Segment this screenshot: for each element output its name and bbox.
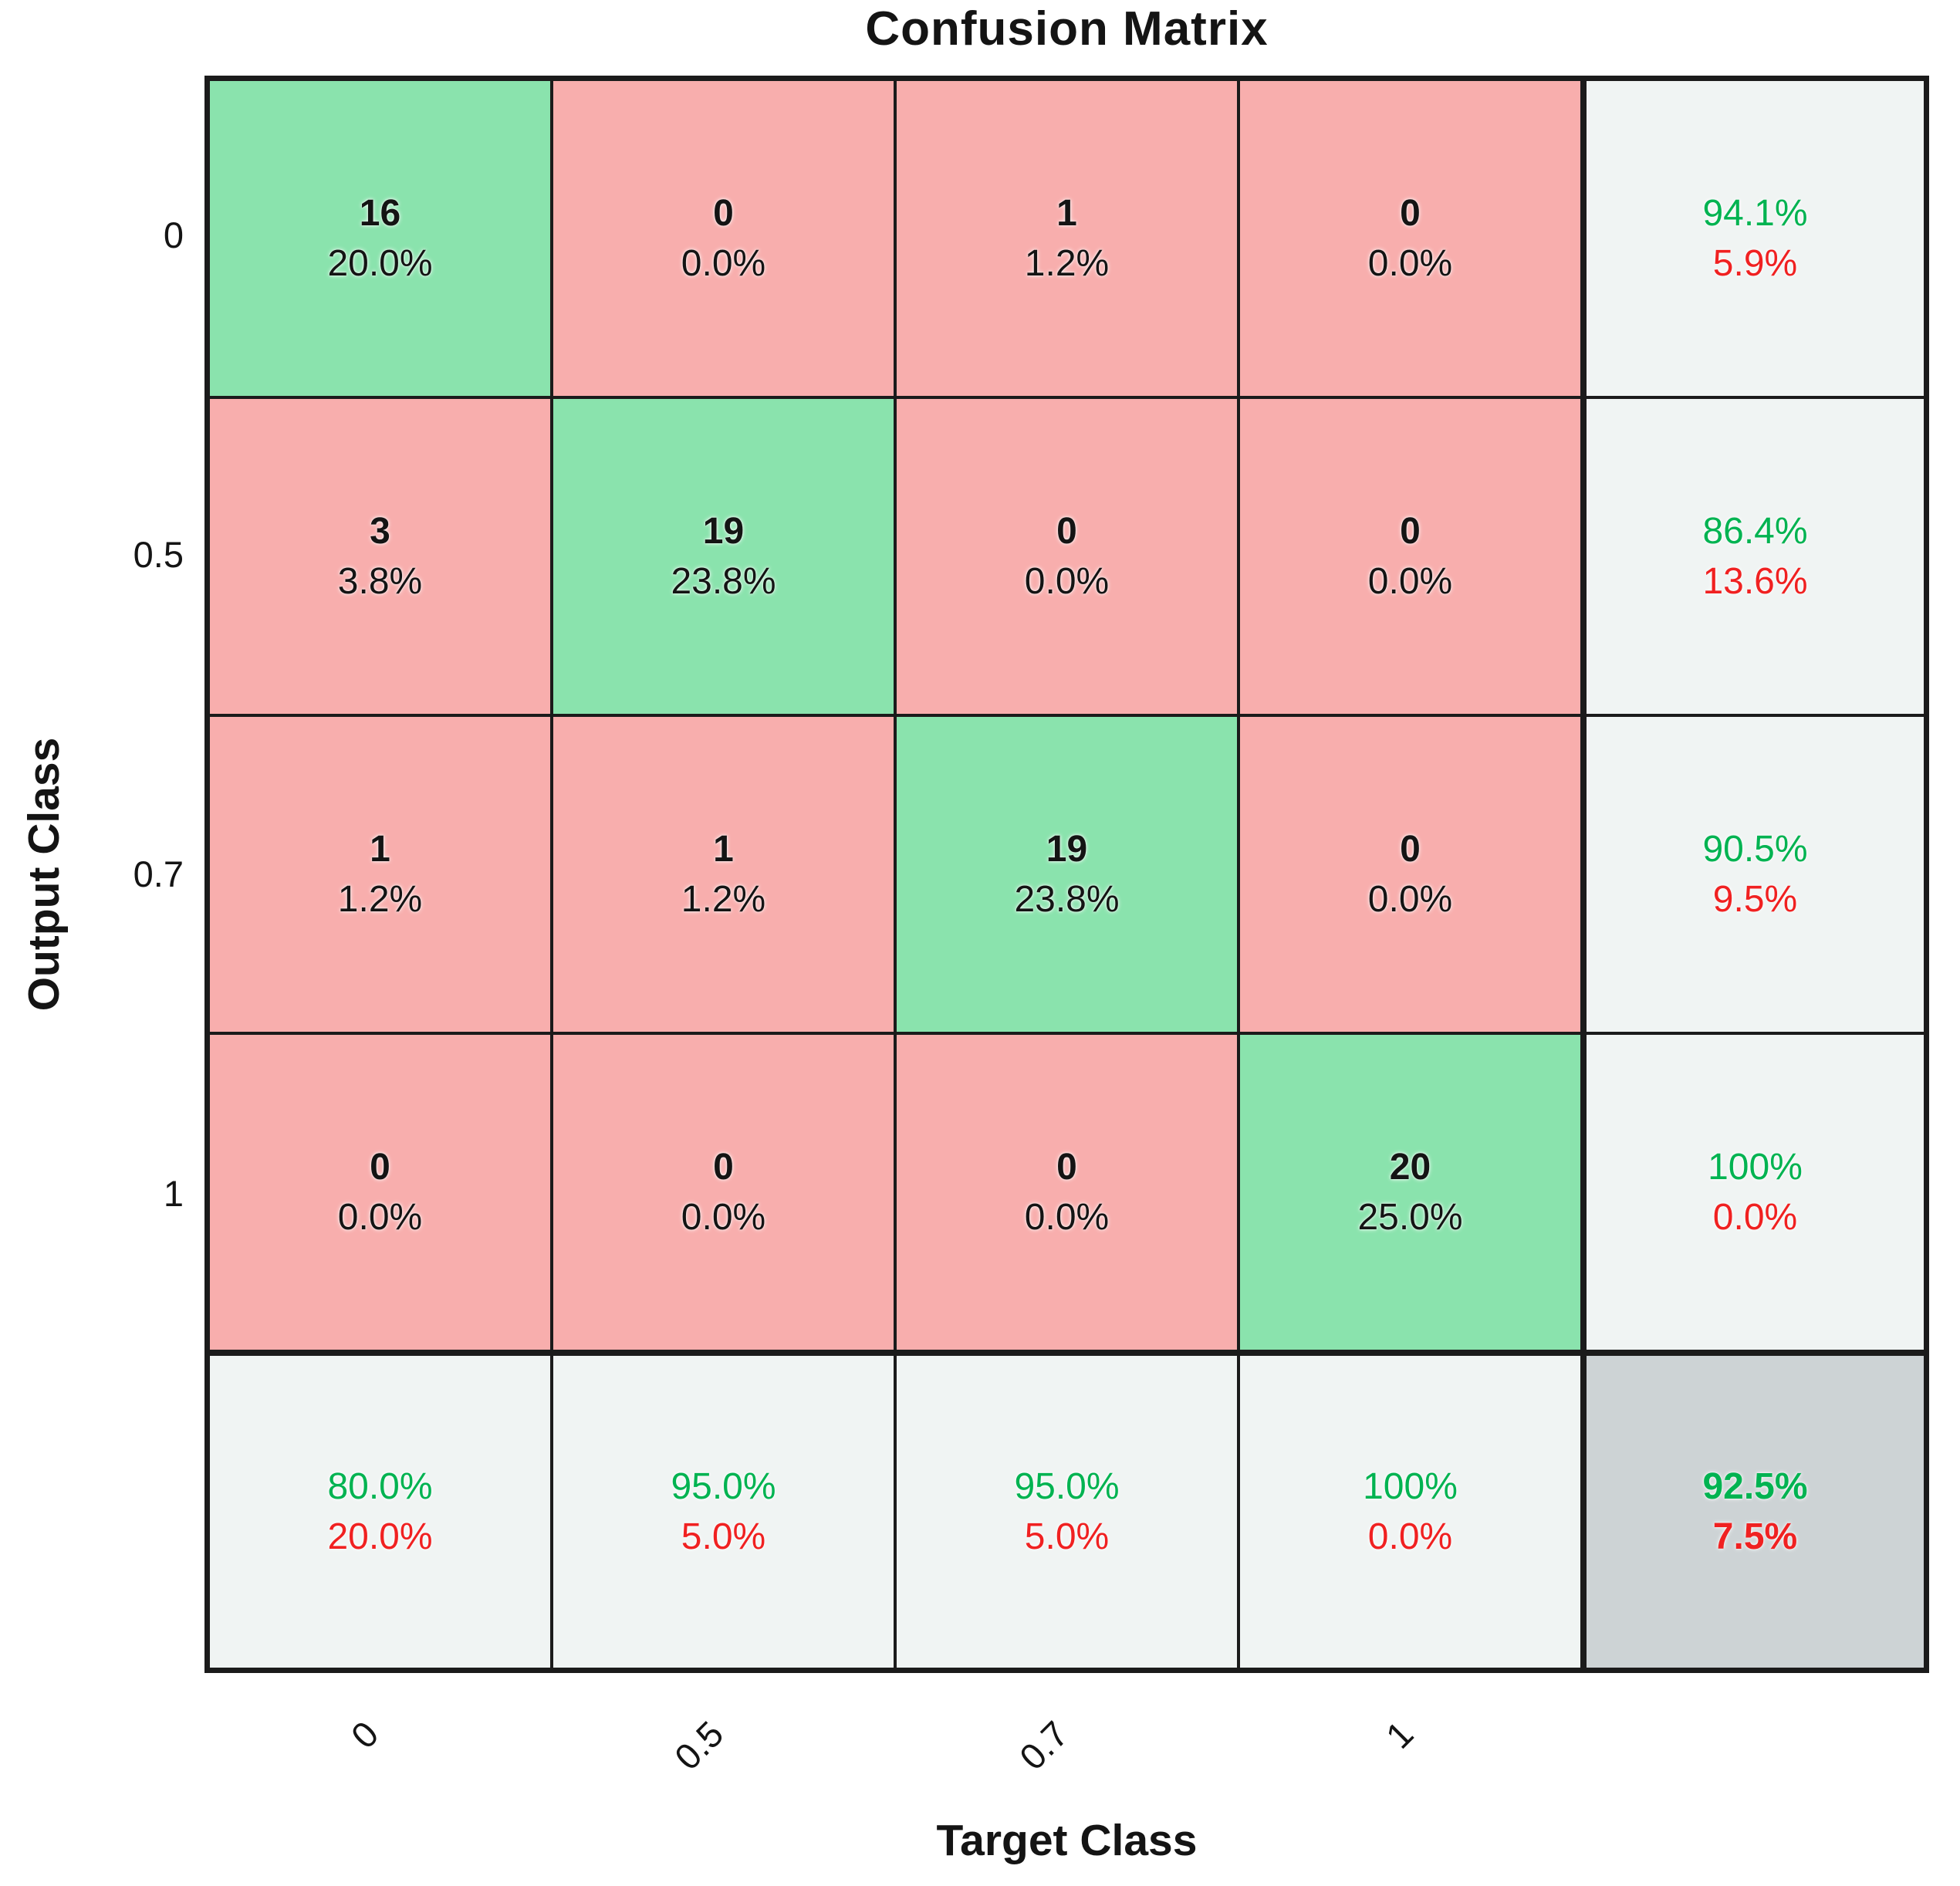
cell-line2: 20.0% [327,1516,433,1557]
cell-line1: 19 [1046,828,1088,870]
matrix-cell-0-0: 16 20.0% [208,79,552,397]
cell-line1: 0 [370,1146,390,1188]
cell-line2: 0.0% [681,243,766,284]
cell-line2: 0.0% [1024,1197,1110,1238]
cell-line2: 0.0% [681,1197,766,1238]
cell-line1: 95.0% [1014,1465,1120,1507]
row-summary-cell-1: 86.4% 13.6% [1582,397,1925,715]
cell-line1: 1 [370,828,390,870]
matrix-cell-0-3: 0 0.0% [1239,79,1582,397]
cell-line2: 9.5% [1712,879,1798,920]
y-tick-2: 0.7 [133,853,184,894]
matrix-cell-1-2: 0 0.0% [895,397,1239,715]
cell-line1: 80.0% [327,1465,433,1507]
row-summary-cell-0: 94.1% 5.9% [1582,79,1925,397]
cell-line1: 95.0% [671,1465,776,1507]
col-summary-cell-0: 80.0% 20.0% [208,1351,552,1669]
cell-line1: 3 [370,510,390,552]
cell-line1: 92.5% [1702,1465,1808,1507]
matrix-cell-2-1: 1 1.2% [552,715,895,1033]
chart-title: Confusion Matrix [865,2,1269,56]
x-axis-label: Target Class [936,1816,1198,1865]
cell-line1: 86.4% [1702,510,1808,552]
matrix-cell-1-0: 3 3.8% [208,397,552,715]
matrix-cell-3-0: 0 0.0% [208,1033,552,1351]
matrix-cell-3-3: 20 25.0% [1239,1033,1582,1351]
cell-line1: 0 [1400,510,1421,552]
cell-line2: 5.0% [681,1516,766,1557]
cell-line1: 100% [1708,1146,1803,1188]
col-summary-cell-1: 95.0% 5.0% [552,1351,895,1669]
cell-line1: 0 [713,1146,734,1188]
cell-line2: 25.0% [1357,1197,1463,1238]
cell-line1: 1 [1056,192,1077,234]
cell-line2: 1.2% [1024,243,1110,284]
cell-line1: 19 [702,510,745,552]
cell-line1: 16 [359,192,401,234]
cell-line2: 0.0% [1367,879,1453,920]
cell-line2: 0.0% [1024,561,1110,602]
cell-line2: 5.0% [1024,1516,1110,1557]
y-tick-1: 0.5 [133,534,184,575]
cell-line1: 0 [1400,192,1421,234]
cell-line1: 0 [713,192,734,234]
col-summary-cell-3: 100% 0.0% [1239,1351,1582,1669]
matrix-cell-1-1: 19 23.8% [552,397,895,715]
cell-line1: 90.5% [1702,828,1808,870]
matrix-cell-3-1: 0 0.0% [552,1033,895,1351]
cell-line2: 7.5% [1712,1516,1798,1557]
matrix-cell-2-3: 0 0.0% [1239,715,1582,1033]
col-summary-cell-2: 95.0% 5.0% [895,1351,1239,1669]
overall-accuracy-cell: 92.5% 7.5% [1582,1351,1925,1669]
row-summary-cell-3: 100% 0.0% [1582,1033,1925,1351]
matrix-cell-2-0: 1 1.2% [208,715,552,1033]
cell-line2: 20.0% [327,243,433,284]
matrix-cell-0-2: 1 1.2% [895,79,1239,397]
cell-line2: 0.0% [1367,243,1453,284]
matrix-cell-1-3: 0 0.0% [1239,397,1582,715]
cell-line1: 94.1% [1702,192,1808,234]
cell-line1: 0 [1056,510,1077,552]
cell-line1: 20 [1389,1146,1431,1188]
cell-line2: 23.8% [671,561,776,602]
matrix-cell-0-1: 0 0.0% [552,79,895,397]
matrix-grid: 16 20.0% 0 0.0% 1 1.2% 0 0.0% 94.1% 5.9% 3 3.8% 19 23… [204,76,1929,1673]
matrix-cell-3-2: 0 0.0% [895,1033,1239,1351]
cell-line2: 23.8% [1014,879,1120,920]
matrix-cell-2-2: 19 23.8% [895,715,1239,1033]
cell-line2: 13.6% [1702,561,1808,602]
cell-line2: 0.0% [1712,1197,1798,1238]
y-tick-3: 1 [163,1173,184,1214]
cell-line2: 3.8% [337,561,423,602]
cell-line1: 100% [1363,1465,1458,1507]
row-summary-cell-2: 90.5% 9.5% [1582,715,1925,1033]
cell-line2: 0.0% [1367,1516,1453,1557]
cell-line2: 0.0% [337,1197,423,1238]
cell-line2: 5.9% [1712,243,1798,284]
cell-line1: 0 [1056,1146,1077,1188]
cell-line2: 1.2% [337,879,423,920]
cell-line1: 1 [713,828,734,870]
cell-line1: 0 [1400,828,1421,870]
cell-line2: 0.0% [1367,561,1453,602]
y-tick-0: 0 [163,215,184,255]
cell-line2: 1.2% [681,879,766,920]
